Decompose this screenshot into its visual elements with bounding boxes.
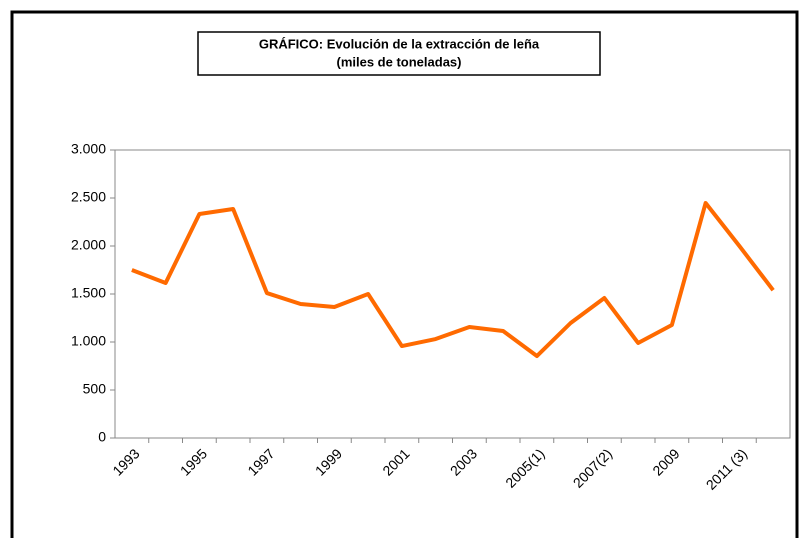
y-tick-label: 0 (98, 429, 106, 445)
y-tick-label: 1.500 (71, 285, 106, 301)
chart-frame (10, 10, 799, 538)
y-tick-label: 2.500 (71, 189, 106, 205)
series-line (131, 200, 775, 359)
y-tick-label: 500 (83, 381, 107, 397)
chart-subtitle: (miles de toneladas) (337, 54, 462, 69)
y-tick-label: 1.000 (71, 333, 106, 349)
title-box (197, 31, 601, 76)
y-tick-label: 3.000 (71, 141, 106, 157)
y-tick-label: 2.000 (71, 237, 106, 253)
chart-title: GRÁFICO: Evolución de la extracción de l… (259, 36, 540, 51)
